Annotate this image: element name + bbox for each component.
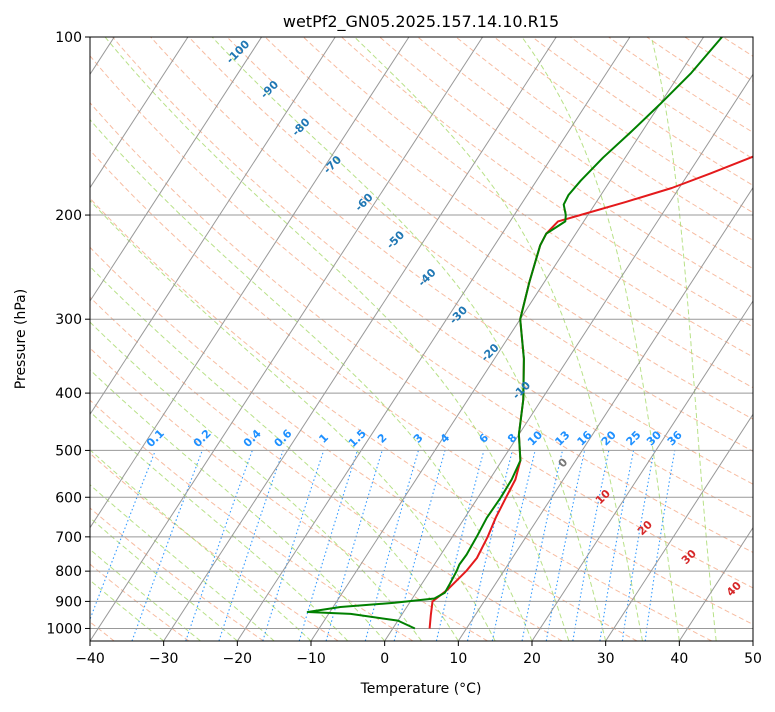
x-tick-label: 0 <box>380 651 389 667</box>
x-tick-label: −40 <box>75 651 105 667</box>
x-tick-label: 30 <box>597 651 615 667</box>
y-tick-label: 300 <box>55 312 82 328</box>
y-tick-label: 900 <box>55 594 82 610</box>
x-tick-label: 20 <box>523 651 541 667</box>
y-tick-label: 800 <box>55 564 82 580</box>
x-tick-label: −10 <box>296 651 326 667</box>
y-tick-label: 400 <box>55 386 82 402</box>
chart-title: wetPf2_GN05.2025.157.14.10.R15 <box>283 12 559 32</box>
x-tick-label: −20 <box>223 651 253 667</box>
y-tick-label: 600 <box>55 490 82 506</box>
x-axis-label: Temperature (°C) <box>360 681 482 697</box>
x-tick-label: 10 <box>449 651 467 667</box>
y-axis-label: Pressure (hPa) <box>13 289 29 389</box>
x-tick-label: −30 <box>149 651 179 667</box>
x-tick-label: 40 <box>670 651 688 667</box>
y-tick-label: 100 <box>55 30 82 46</box>
y-tick-label: 200 <box>55 208 82 224</box>
x-tick-label: 50 <box>744 651 762 667</box>
y-tick-label: 500 <box>55 443 82 459</box>
y-tick-label: 700 <box>55 530 82 546</box>
y-tick-label: 1000 <box>46 621 82 637</box>
